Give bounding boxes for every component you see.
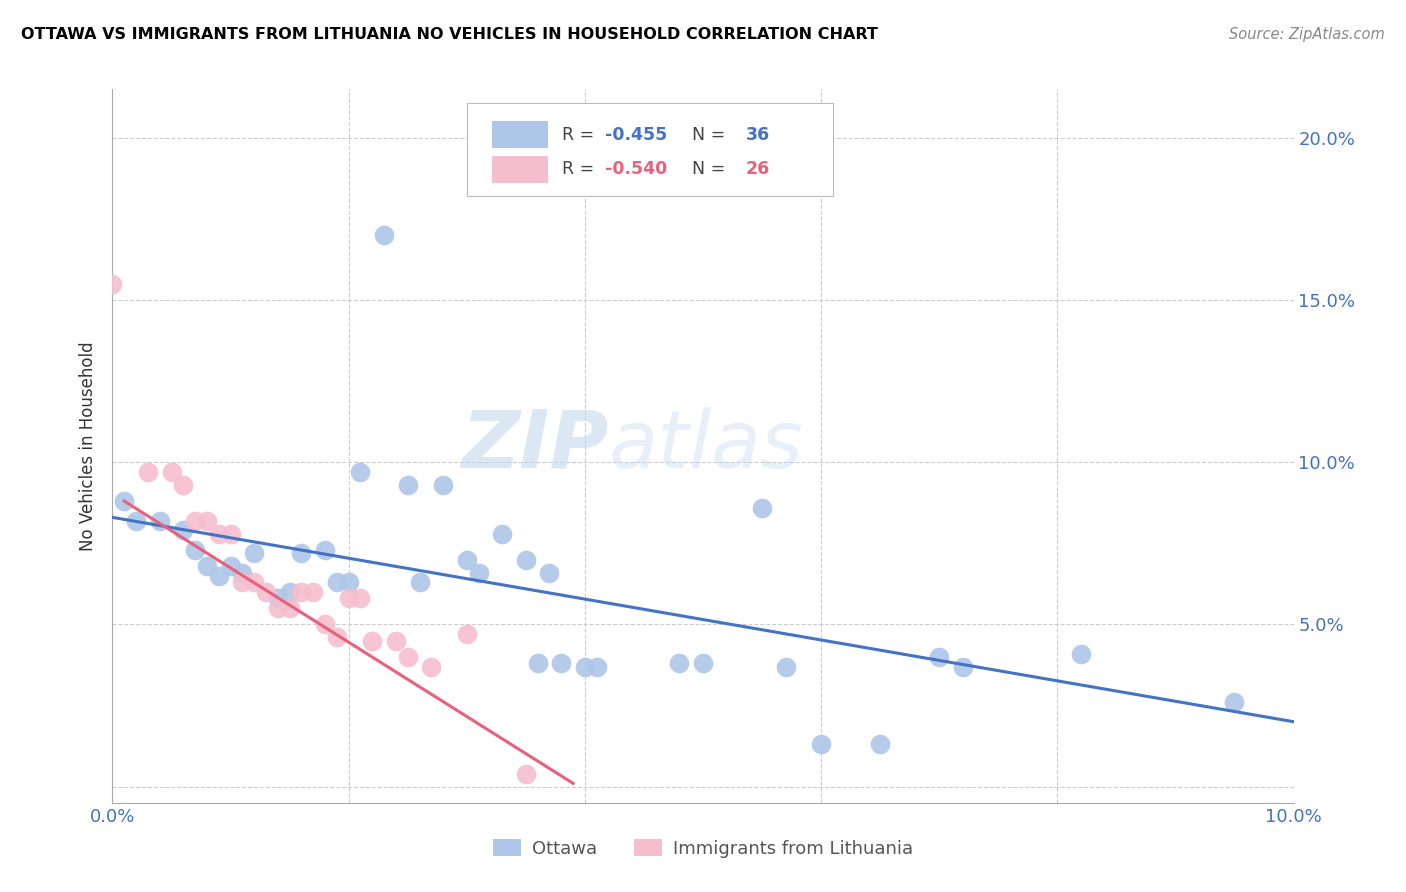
Point: [208, 526, 231, 541]
Point: [491, 526, 513, 541]
Point: [184, 514, 207, 528]
Point: [373, 228, 395, 243]
Point: [125, 514, 148, 528]
Text: atlas: atlas: [609, 407, 803, 485]
Point: [290, 585, 312, 599]
Text: ZIP: ZIP: [461, 407, 609, 485]
Text: -0.455: -0.455: [605, 126, 668, 144]
Point: [208, 568, 231, 582]
Point: [952, 659, 974, 673]
Point: [195, 559, 218, 574]
Point: [337, 575, 360, 590]
Point: [515, 552, 537, 566]
Point: [432, 478, 454, 492]
Point: [267, 601, 290, 615]
Point: [337, 591, 360, 606]
Point: [1223, 695, 1246, 709]
Point: [361, 633, 384, 648]
Text: N =: N =: [681, 161, 730, 178]
Point: [243, 546, 266, 560]
Point: [1070, 647, 1092, 661]
Point: [751, 500, 773, 515]
Point: [267, 591, 290, 606]
Point: [278, 601, 301, 615]
Point: [408, 575, 430, 590]
Point: [550, 657, 572, 671]
Point: [326, 575, 349, 590]
Point: [231, 575, 253, 590]
Text: R =: R =: [562, 126, 600, 144]
Text: 26: 26: [745, 161, 769, 178]
Point: [456, 552, 478, 566]
Point: [302, 585, 325, 599]
Point: [219, 526, 242, 541]
Point: [668, 657, 690, 671]
Point: [396, 649, 419, 664]
Point: [775, 659, 797, 673]
Point: [254, 585, 277, 599]
Text: 36: 36: [745, 126, 769, 144]
Point: [349, 591, 371, 606]
Point: [869, 738, 891, 752]
Point: [231, 566, 253, 580]
Point: [314, 617, 336, 632]
Point: [928, 649, 950, 664]
Point: [810, 738, 832, 752]
Point: [172, 478, 194, 492]
Point: [243, 575, 266, 590]
Text: Source: ZipAtlas.com: Source: ZipAtlas.com: [1229, 27, 1385, 42]
Point: [160, 465, 183, 479]
Point: [585, 659, 607, 673]
Point: [290, 546, 312, 560]
Point: [219, 559, 242, 574]
Point: [467, 566, 489, 580]
Point: [574, 659, 596, 673]
Point: [136, 465, 159, 479]
Point: [349, 465, 371, 479]
Y-axis label: No Vehicles in Household: No Vehicles in Household: [79, 341, 97, 551]
Point: [195, 514, 218, 528]
Point: [326, 631, 349, 645]
Point: [278, 585, 301, 599]
Point: [314, 542, 336, 557]
Legend: Ottawa, Immigrants from Lithuania: Ottawa, Immigrants from Lithuania: [485, 832, 921, 865]
Point: [112, 494, 135, 508]
Bar: [492, 121, 548, 148]
Text: OTTAWA VS IMMIGRANTS FROM LITHUANIA NO VEHICLES IN HOUSEHOLD CORRELATION CHART: OTTAWA VS IMMIGRANTS FROM LITHUANIA NO V…: [21, 27, 877, 42]
Point: [385, 633, 408, 648]
FancyBboxPatch shape: [467, 103, 832, 196]
Text: -0.540: -0.540: [605, 161, 668, 178]
Point: [184, 542, 207, 557]
Point: [515, 766, 537, 780]
Point: [538, 566, 561, 580]
Point: [396, 478, 419, 492]
Bar: [492, 155, 548, 183]
Point: [101, 277, 124, 291]
Text: N =: N =: [681, 126, 730, 144]
Point: [456, 627, 478, 641]
Point: [692, 657, 714, 671]
Point: [526, 657, 548, 671]
Text: R =: R =: [562, 161, 600, 178]
Point: [149, 514, 172, 528]
Point: [172, 524, 194, 538]
Point: [420, 659, 443, 673]
